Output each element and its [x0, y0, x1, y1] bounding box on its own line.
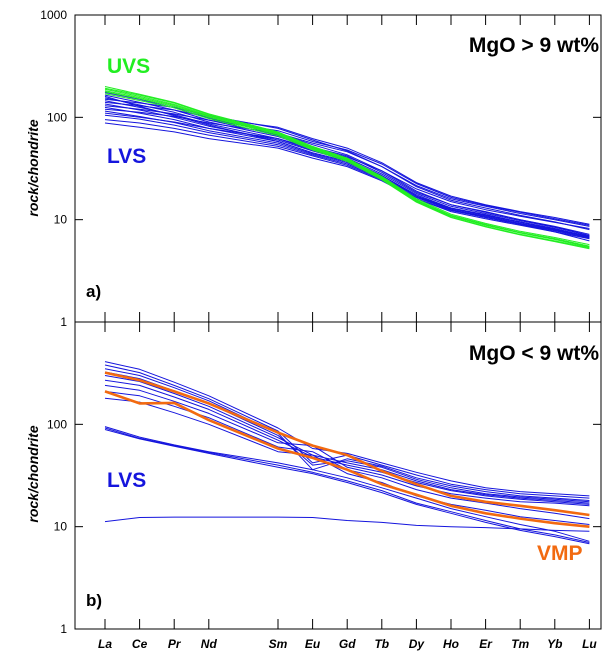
x-tick-label-Lu: Lu — [582, 637, 597, 651]
panel-b-series-vmp-13 — [104, 371, 590, 517]
panel-a-y-tick-label-1000: 1000 — [40, 8, 67, 22]
panel-b-lvs-label: LVS — [107, 469, 146, 492]
x-tick-label-Sm: Sm — [269, 637, 288, 651]
panel-a-ylabel: rock/chondrite — [25, 119, 41, 216]
panel-a-series-lvs-4 — [104, 103, 590, 238]
panel-b-series-lvs-0 — [104, 361, 590, 497]
panel-a-ticks — [75, 14, 601, 323]
panel-a-series-lvs-14 — [104, 105, 590, 226]
panel-b-frame — [74, 321, 602, 630]
panel-a: 1 10 100 1000 rock/chondrite MgO > 9 wt% a)… — [25, 8, 602, 329]
x-tick-label-Nd: Nd — [201, 637, 218, 651]
x-tick-label-Eu: Eu — [305, 637, 321, 651]
panel-b-y-tick-label-100: 100 — [47, 417, 67, 431]
x-tick-label-Er: Er — [479, 637, 493, 651]
panel-b-series-lvs-12 — [104, 516, 590, 532]
panel-a-lvs-label: LVS — [107, 145, 146, 168]
panel-b-series-lvs-10 — [104, 427, 590, 543]
panel-b-title: MgO < 9 wt% — [469, 342, 599, 365]
panel-b-y-tick-labels: 1 10 100 — [47, 417, 67, 636]
panel-b-series-lvs-1 — [104, 364, 590, 499]
panel-a-series-lvs-5 — [104, 106, 590, 237]
x-tick-label-Ce: Ce — [132, 637, 148, 651]
panel-b-y-tick-label-10: 10 — [54, 520, 68, 534]
panel-a-frame — [74, 14, 602, 323]
panel-a-series-lvs-6 — [104, 110, 590, 238]
panel-b-series-lvs-4 — [104, 375, 590, 504]
x-tick-label-Yb: Yb — [547, 637, 562, 651]
panel-a-uvs-label: UVS — [107, 55, 150, 78]
panel-a-series-lvs-2 — [104, 97, 590, 236]
panel-b-ylabel: rock/chondrite — [25, 425, 41, 522]
panel-a-series-lvs-9 — [104, 122, 590, 240]
panel-a-series-uvs-21 — [104, 90, 590, 247]
panel-a-series — [104, 86, 590, 250]
panel-b-series-lvs-7 — [104, 390, 590, 520]
panel-a-y-tick-labels: 1 10 100 1000 — [40, 8, 67, 329]
panel-b-series-lvs-11 — [104, 429, 590, 545]
panel-b-series-lvs-6 — [104, 384, 590, 507]
x-tick-label-Tb: Tb — [374, 637, 389, 651]
panel-a-title: MgO > 9 wt% — [469, 34, 599, 57]
x-axis-tick-labels: La Ce Pr Nd Sm Eu Gd Tb Dy Ho Er Tm Yb Lu — [98, 637, 597, 651]
x-tick-label-Ho: Ho — [443, 637, 459, 651]
panel-b-ticks — [75, 321, 601, 630]
x-tick-label-Pr: Pr — [168, 637, 182, 651]
panel-a-series-lvs-3 — [104, 100, 590, 238]
panel-b: 1 10 100 rock/chondrite MgO < 9 wt% b) LVS… — [25, 321, 602, 636]
panel-a-series-uvs-19 — [104, 93, 590, 250]
panel-a-letter: a) — [86, 282, 101, 301]
panel-b-series-lvs-9 — [104, 426, 590, 542]
x-tick-label-Dy: Dy — [409, 637, 426, 651]
panel-a-y-tick-label-10: 10 — [54, 213, 68, 227]
panel-a-series-lvs-13 — [104, 112, 590, 229]
panel-a-y-tick-label-100: 100 — [47, 110, 67, 124]
panel-b-series-lvs-5 — [104, 379, 590, 505]
x-tick-label-Tm: Tm — [511, 637, 529, 651]
panel-b-series-vmp-14 — [104, 390, 590, 528]
panel-a-series-lvs-12 — [104, 108, 590, 227]
panel-a-series-lvs-11 — [104, 101, 590, 225]
panel-a-series-uvs-20 — [104, 87, 590, 246]
panel-b-vmp-label: VMP — [537, 542, 583, 565]
panel-a-series-uvs-18 — [104, 91, 590, 249]
panel-a-y-tick-label-1: 1 — [60, 315, 67, 329]
panel-b-y-tick-label-1: 1 — [60, 622, 67, 636]
panel-b-letter: b) — [86, 591, 102, 610]
panel-b-series — [104, 361, 590, 545]
x-tick-label-Gd: Gd — [339, 637, 356, 651]
x-tick-label-La: La — [98, 637, 112, 651]
